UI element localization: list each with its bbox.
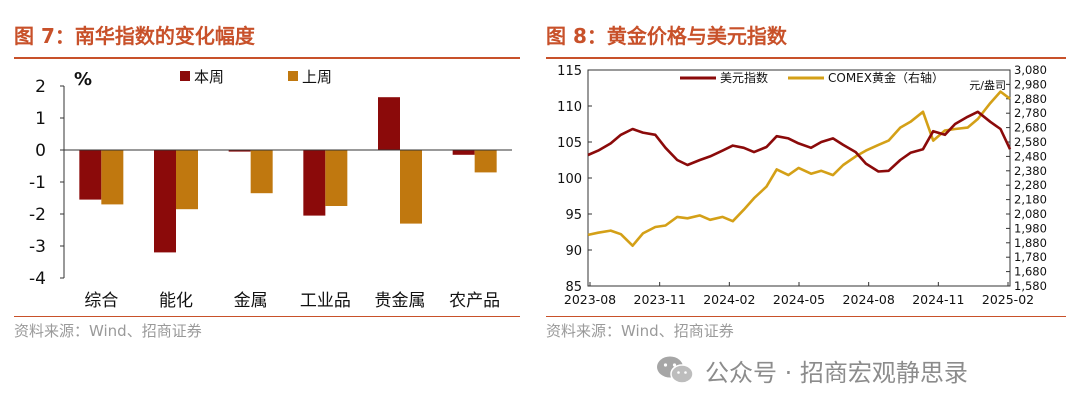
right-right-tick-label: 2,080 [1014, 207, 1047, 221]
right-left-tick-label: 90 [565, 244, 582, 259]
right-x-tick-label: 2024-05 [773, 292, 825, 307]
left-source: 资料来源：Wind、招商证券 [14, 322, 202, 340]
left-legend-swatch [288, 71, 298, 81]
left-x-tick-label: 金属 [234, 291, 268, 311]
left-source-rule [14, 316, 520, 317]
right-title-rule [546, 57, 1066, 59]
right-right-tick-label: 1,680 [1014, 265, 1047, 279]
right-source: 资料来源：Wind、招商证券 [546, 322, 734, 340]
left-legend-label: 本周 [194, 68, 224, 86]
left-bar [154, 150, 176, 253]
right-right-tick-label: 2,880 [1014, 92, 1047, 106]
left-y-tick-label: 1 [35, 109, 46, 129]
right-plot-frame [587, 69, 1011, 287]
left-y-tick-label: -1 [29, 173, 46, 193]
left-y-tick-label: 0 [35, 141, 46, 161]
watermark: 公众号 · 招商宏观静思录 [655, 352, 968, 388]
left-y-tick-label: -4 [29, 269, 46, 289]
right-left-tick-label: 105 [557, 136, 582, 151]
left-x-tick-label: 贵金属 [375, 291, 426, 311]
comex-gold-line [587, 90, 1011, 247]
right-right-tick-label: 2,380 [1014, 164, 1047, 178]
right-right-tick-label: 1,880 [1014, 236, 1047, 250]
right-left-tick-label: 85 [565, 280, 582, 295]
right-right-tick-label: 2,480 [1014, 149, 1047, 163]
right-right-tick-label: 2,680 [1014, 121, 1047, 135]
left-bar [228, 150, 251, 152]
right-left-tick-label: 95 [565, 208, 582, 223]
left-y-tick-label: 2 [35, 77, 46, 97]
right-x-tick-label: 2024-08 [843, 292, 895, 307]
right-x-tick-label: 2023-11 [634, 292, 686, 307]
right-right-tick-label: 1,780 [1014, 250, 1047, 264]
right-legend-label: 美元指数 [720, 70, 768, 85]
left-bar [378, 97, 400, 150]
right-left-tick-label: 110 [557, 100, 582, 115]
left-bar [452, 150, 475, 155]
right-source-rule [546, 316, 1066, 317]
right-right-tick-label: 2,780 [1014, 106, 1047, 120]
right-x-tick-label: 2025-02 [982, 292, 1034, 307]
left-x-tick-label: 农产品 [449, 291, 500, 311]
right-right-tick-label: 2,280 [1014, 178, 1047, 192]
right-line-chart: 1151101051009590853,0802,9802,8802,7802,… [557, 63, 1047, 307]
right-right-tick-label: 2,980 [1014, 77, 1047, 91]
right-figure-title: 图 8：黄金价格与美元指数 [546, 24, 787, 48]
left-bar [101, 150, 124, 205]
right-left-tick-label: 100 [557, 172, 582, 187]
right-right-tick-label: 3,080 [1014, 63, 1047, 77]
left-bar [303, 150, 326, 216]
left-y-tick-label: -2 [29, 205, 46, 225]
right-x-tick-label: 2024-11 [912, 292, 964, 307]
right-right-tick-label: 1,980 [1014, 221, 1047, 235]
left-y-unit-label: % [74, 69, 92, 90]
left-bar [250, 150, 273, 194]
left-bar [176, 150, 198, 210]
left-x-tick-label: 能化 [159, 291, 193, 311]
watermark-text: 公众号 · 招商宏观静思录 [705, 358, 968, 387]
usd-index-line [587, 110, 1012, 173]
right-right-tick-label: 2,580 [1014, 135, 1047, 149]
left-y-tick-label: -3 [29, 237, 46, 257]
left-title-rule [14, 57, 520, 59]
left-bar [474, 150, 497, 173]
left-x-tick-label: 工业品 [300, 291, 351, 311]
left-figure-title: 图 7：南华指数的变化幅度 [14, 24, 255, 48]
left-bar [79, 150, 102, 200]
left-x-tick-label: 综合 [84, 291, 118, 311]
right-axis-unit: 元/盎司 [969, 78, 1006, 92]
right-x-tick-label: 2024-02 [703, 292, 755, 307]
left-bar [400, 150, 422, 224]
wechat-icon [655, 355, 695, 385]
right-left-tick-label: 115 [557, 64, 582, 79]
right-x-tick-label: 2023-08 [564, 292, 616, 307]
left-legend-label: 上周 [302, 68, 332, 86]
right-right-tick-label: 2,180 [1014, 193, 1047, 207]
right-right-tick-label: 1,580 [1014, 279, 1047, 293]
left-bar [325, 150, 348, 206]
right-legend-label: COMEX黄金（右轴） [828, 70, 944, 85]
left-legend-swatch [180, 71, 190, 81]
